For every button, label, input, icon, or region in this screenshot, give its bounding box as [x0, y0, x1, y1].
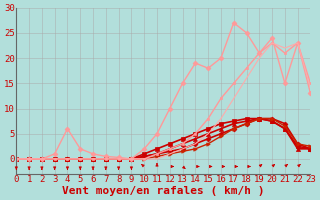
X-axis label: Vent moyen/en rafales ( km/h ): Vent moyen/en rafales ( km/h ): [62, 186, 265, 196]
